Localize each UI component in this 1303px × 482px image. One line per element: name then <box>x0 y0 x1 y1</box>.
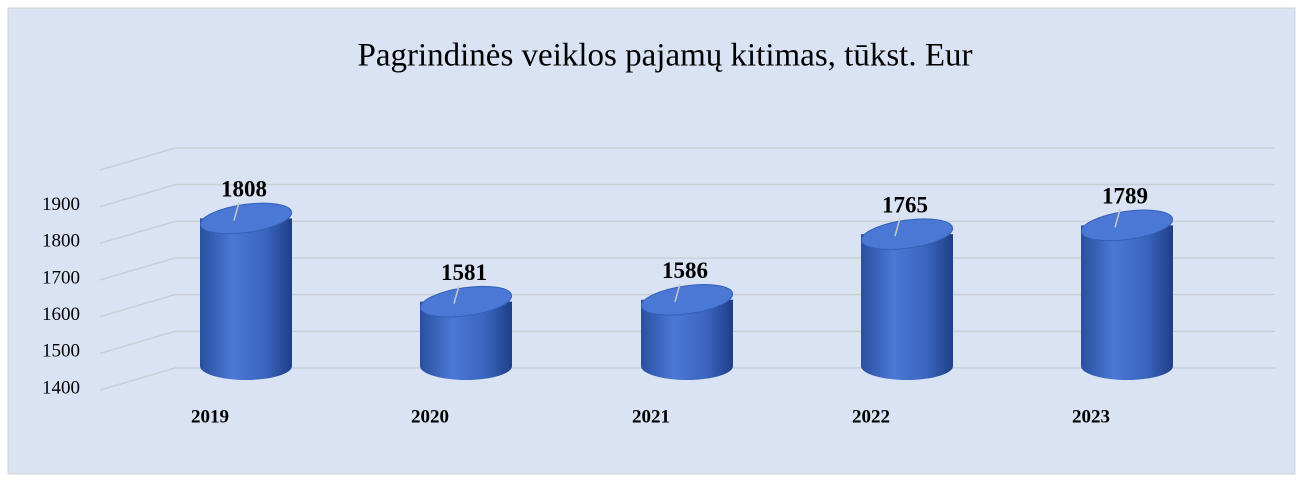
leader-line <box>233 202 240 221</box>
bar <box>1081 225 1173 380</box>
bar <box>861 234 953 380</box>
wall-edge <box>99 147 1275 171</box>
bar <box>641 299 733 380</box>
bar-top <box>640 284 734 316</box>
y-tick-label: 1900 <box>42 194 80 215</box>
data-label: 1586 <box>662 258 708 283</box>
bar-top <box>860 218 954 250</box>
data-label: 1581 <box>441 260 487 285</box>
x-tick-label: 2022 <box>852 406 890 427</box>
y-tick-label: 1600 <box>42 304 80 325</box>
leader-line <box>453 285 460 304</box>
grid-line <box>99 183 1275 208</box>
x-tick-label: 2023 <box>1072 406 1110 427</box>
y-tick-label: 1500 <box>42 341 80 362</box>
bar <box>200 218 292 380</box>
bar-top <box>1080 209 1174 242</box>
x-tick-label: 2019 <box>191 406 229 427</box>
leader-line <box>894 217 901 237</box>
chart-title: Pagrindinės veiklos pajamų kitimas, tūks… <box>357 38 972 74</box>
leader-line <box>1114 209 1121 228</box>
x-tick-label: 2021 <box>632 406 670 427</box>
leader-line <box>674 283 681 303</box>
y-tick-label: 1400 <box>42 377 80 398</box>
bar <box>420 301 512 380</box>
bar-top <box>419 285 513 318</box>
data-label: 1765 <box>882 192 928 217</box>
data-label: 1808 <box>221 177 267 202</box>
data-label: 1789 <box>1102 184 1148 209</box>
y-tick-label: 1700 <box>42 267 80 288</box>
y-tick-label: 1800 <box>42 231 80 252</box>
x-tick-label: 2020 <box>411 406 449 427</box>
bar-top <box>199 202 293 235</box>
